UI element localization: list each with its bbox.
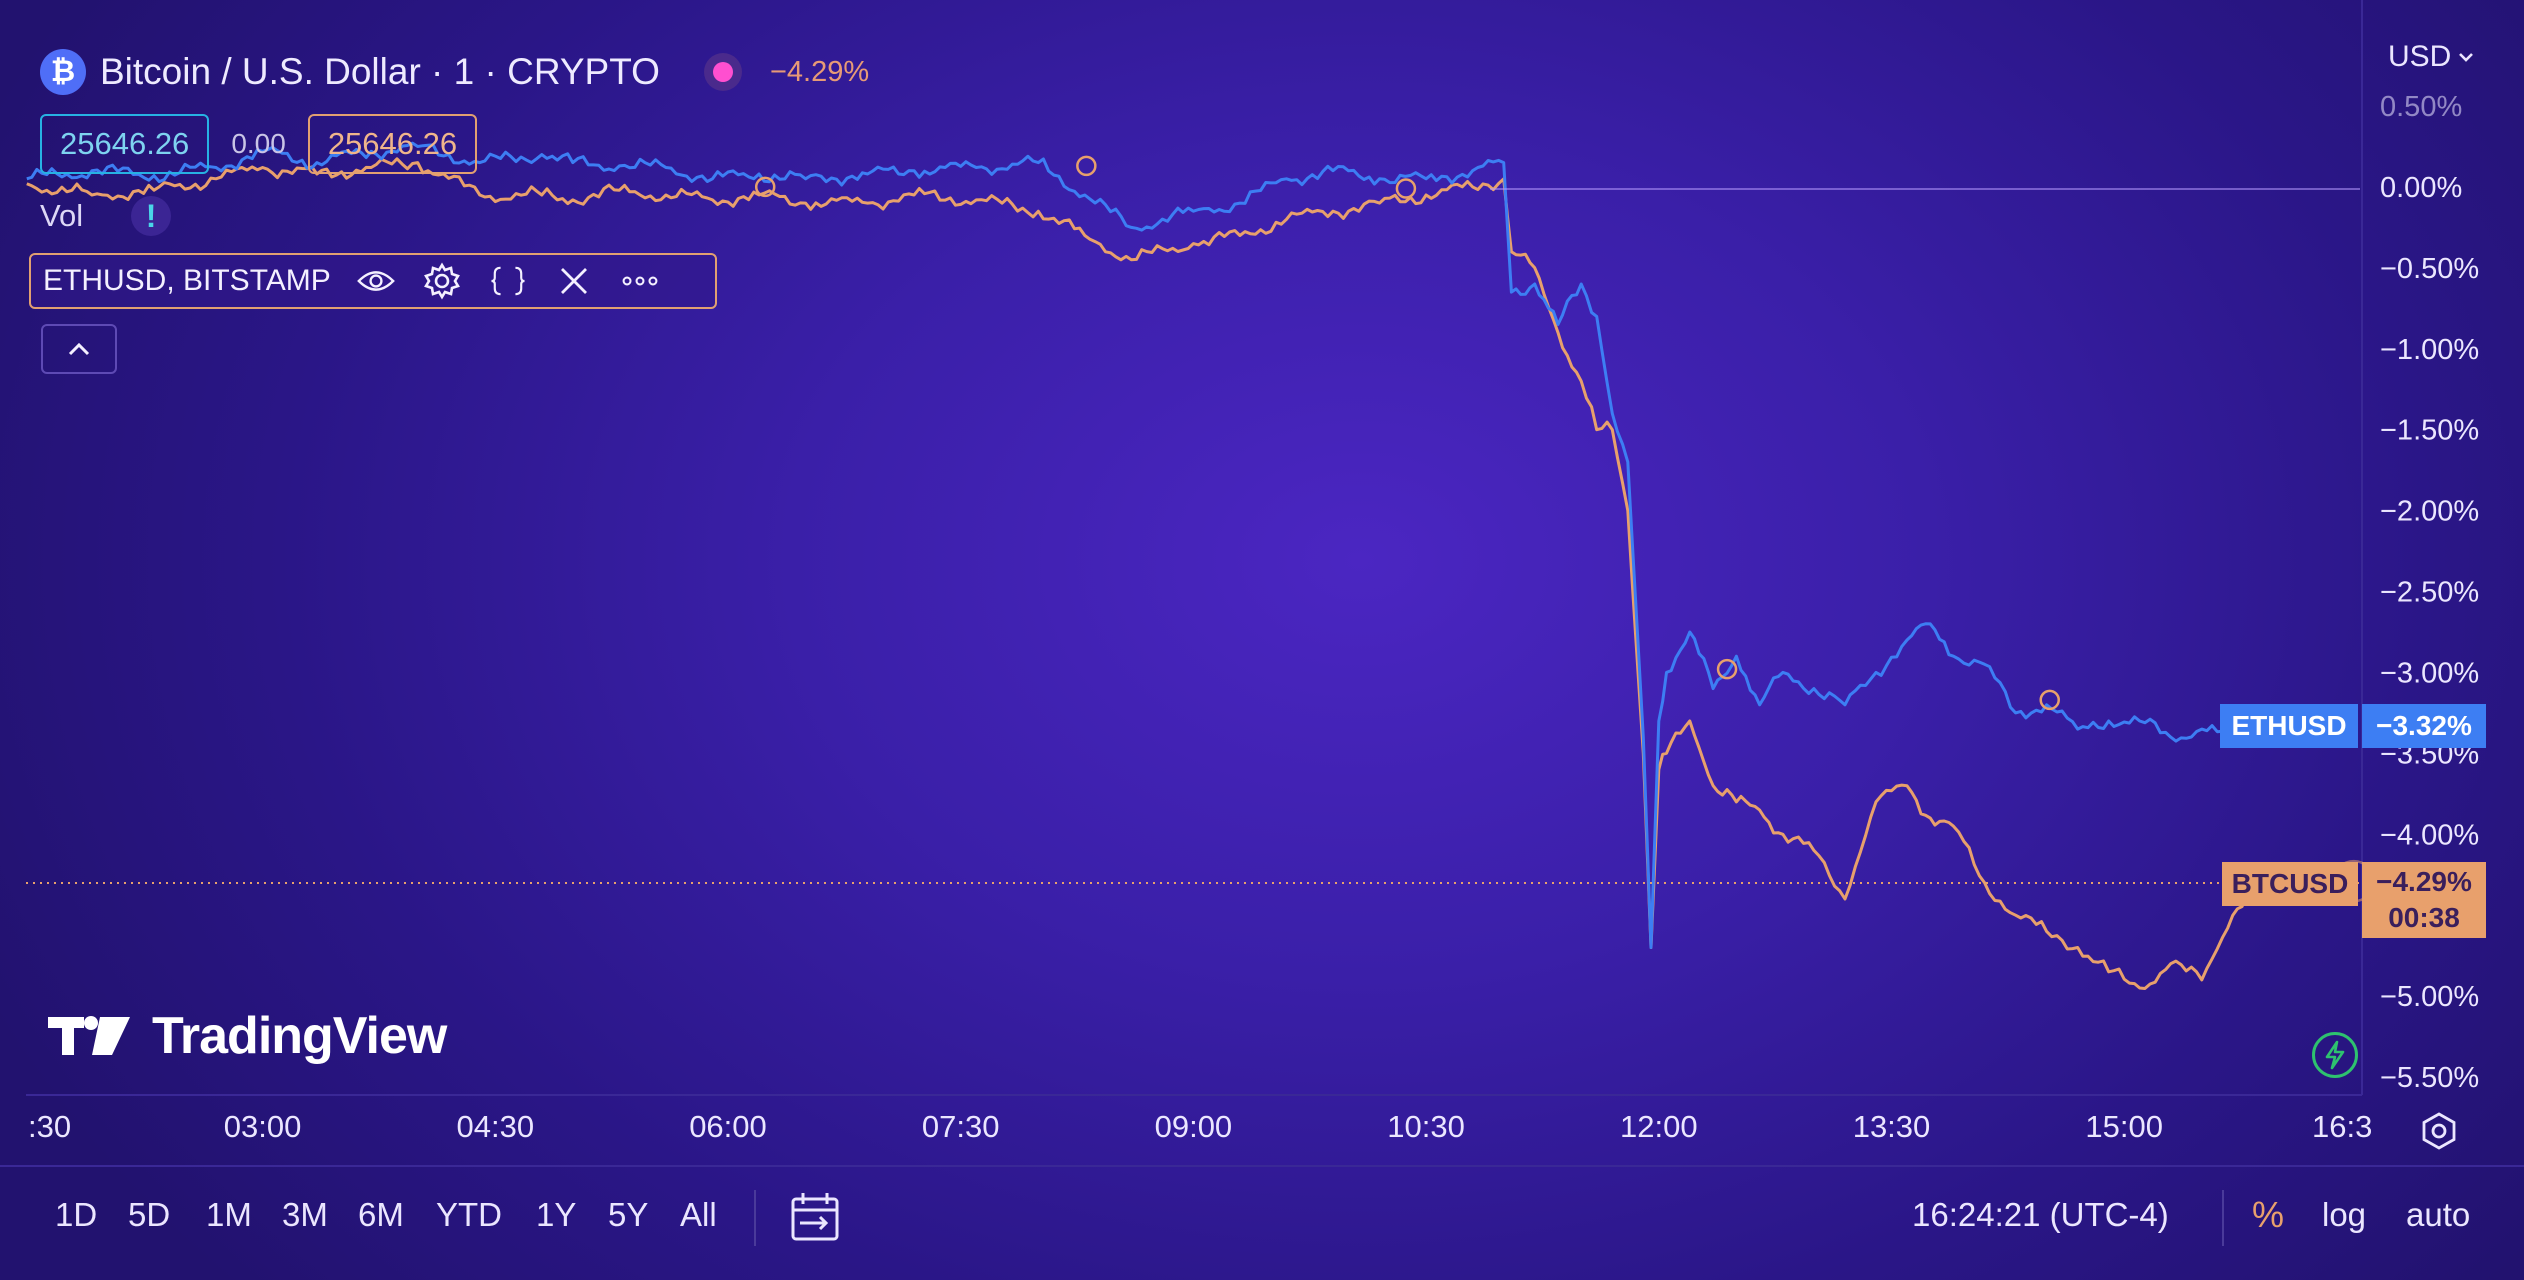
btc-bar-countdown: 00:38	[2388, 902, 2460, 933]
date-range-button[interactable]	[788, 1190, 842, 1249]
eth-series-tag: ETHUSD	[2220, 704, 2358, 748]
timeframe-button[interactable]: 1D	[55, 1196, 98, 1233]
close-icon[interactable]	[555, 262, 593, 300]
y-tick-label: −1.00%	[2380, 334, 2479, 366]
more-icon[interactable]	[621, 262, 659, 300]
timeframe-button[interactable]: 1Y	[536, 1196, 577, 1233]
settings-gear-icon[interactable]	[2418, 1110, 2460, 1157]
currency-select[interactable]: USD	[2388, 40, 2475, 74]
y-tick-label: −0.50%	[2380, 253, 2479, 285]
change-percent: −4.29%	[769, 55, 870, 88]
gear-icon[interactable]	[423, 262, 461, 300]
symbol-header[interactable]: ₿ Bitcoin / U.S. Dollar · 1 · CRYPTO −4.…	[40, 44, 869, 100]
compare-series-legend[interactable]: ETHUSD, BITSTAMP	[29, 253, 717, 309]
tradingview-logo-icon	[48, 1016, 130, 1055]
price-value-left: 25646.26	[40, 114, 210, 174]
price-value-right: 25646.26	[307, 114, 478, 174]
y-tick-label: −5.50%	[2380, 1062, 2479, 1094]
y-tick-label: −2.50%	[2380, 577, 2479, 609]
btc-series-tag: BTCUSD	[2222, 862, 2358, 906]
btc-last-value: −4.29% 00:38	[2362, 862, 2486, 938]
source-code-icon[interactable]	[489, 262, 527, 300]
event-marker[interactable]	[1395, 178, 1417, 199]
chevron-down-icon	[2459, 53, 2474, 62]
x-tick-label: 16:3	[2312, 1109, 2372, 1144]
timeframe-button[interactable]: All	[680, 1196, 717, 1233]
log-scale-toggle[interactable]: log	[2322, 1196, 2367, 1233]
compare-series-label[interactable]: ETHUSD, BITSTAMP	[43, 264, 331, 297]
market-status-icon[interactable]	[703, 53, 742, 91]
x-tick-label: 06:00	[689, 1109, 767, 1144]
series-line-btcusd[interactable]	[26, 157, 2257, 990]
timeframe-button[interactable]: 5D	[128, 1196, 171, 1233]
vol-label[interactable]: Vol	[40, 198, 84, 233]
timeframe-button[interactable]: YTD	[436, 1196, 502, 1233]
timeframe-button[interactable]: 6M	[358, 1196, 404, 1233]
x-tick-label: :30	[28, 1109, 71, 1144]
y-tick-label: −1.50%	[2380, 415, 2479, 447]
x-tick-label: 04:30	[456, 1109, 534, 1144]
event-marker[interactable]	[1716, 658, 1738, 680]
value-row: 25646.26 0.00 25646.26	[40, 114, 478, 174]
x-tick-label: 10:30	[1387, 1109, 1465, 1144]
x-tick-label: 12:00	[1620, 1109, 1698, 1144]
y-tick-label: −3.00%	[2380, 657, 2479, 689]
percent-scale-toggle[interactable]: %	[2252, 1194, 2285, 1235]
event-marker[interactable]	[754, 176, 776, 198]
eth-last-value: −3.32%	[2362, 704, 2486, 748]
event-marker[interactable]	[2039, 689, 2060, 711]
collapse-legend-button[interactable]	[41, 324, 117, 374]
x-tick-label: 09:00	[1155, 1109, 1233, 1144]
y-tick-label: −2.00%	[2380, 496, 2479, 528]
x-tick-label: 13:30	[1853, 1109, 1931, 1144]
auto-scale-toggle[interactable]: auto	[2406, 1196, 2471, 1233]
x-tick-label: 03:00	[224, 1109, 302, 1144]
y-tick-label: −5.00%	[2380, 981, 2479, 1013]
chevron-up-icon	[68, 342, 90, 356]
y-tick-label: −4.00%	[2380, 819, 2479, 851]
x-tick-label: 07:30	[922, 1109, 1000, 1144]
tradingview-watermark[interactable]: TradingView	[48, 1006, 447, 1066]
eye-icon[interactable]	[356, 262, 395, 300]
toolbar-separator	[2222, 1190, 2224, 1246]
event-marker[interactable]	[1076, 155, 1097, 177]
lightning-icon[interactable]	[2312, 1032, 2358, 1078]
series-line-ethusd[interactable]	[26, 141, 2258, 949]
clock-timezone[interactable]: 16:24:21 (UTC-4)	[1912, 1196, 2169, 1233]
timeframe-button[interactable]: 5Y	[608, 1196, 649, 1233]
warning-icon[interactable]: !	[131, 196, 172, 236]
calendar-goto-icon	[791, 1193, 839, 1241]
price-change-value: 0.00	[231, 128, 286, 159]
watermark-text: TradingView	[152, 1007, 447, 1065]
timeframe-button[interactable]: 1M	[206, 1196, 252, 1233]
currency-label: USD	[2388, 40, 2452, 73]
y-tick-label: 0.50%	[2380, 91, 2462, 123]
x-tick-label: 15:00	[2085, 1109, 2163, 1144]
toolbar-separator	[754, 1190, 756, 1246]
bitcoin-icon: ₿	[40, 49, 86, 95]
y-tick-label: 0.00%	[2380, 172, 2462, 204]
btc-last-pct: −4.29%	[2376, 866, 2472, 897]
volume-indicator[interactable]: Vol !	[40, 196, 172, 236]
symbol-title[interactable]: Bitcoin / U.S. Dollar · 1 · CRYPTO	[100, 51, 660, 92]
timeframe-button[interactable]: 3M	[282, 1196, 328, 1233]
